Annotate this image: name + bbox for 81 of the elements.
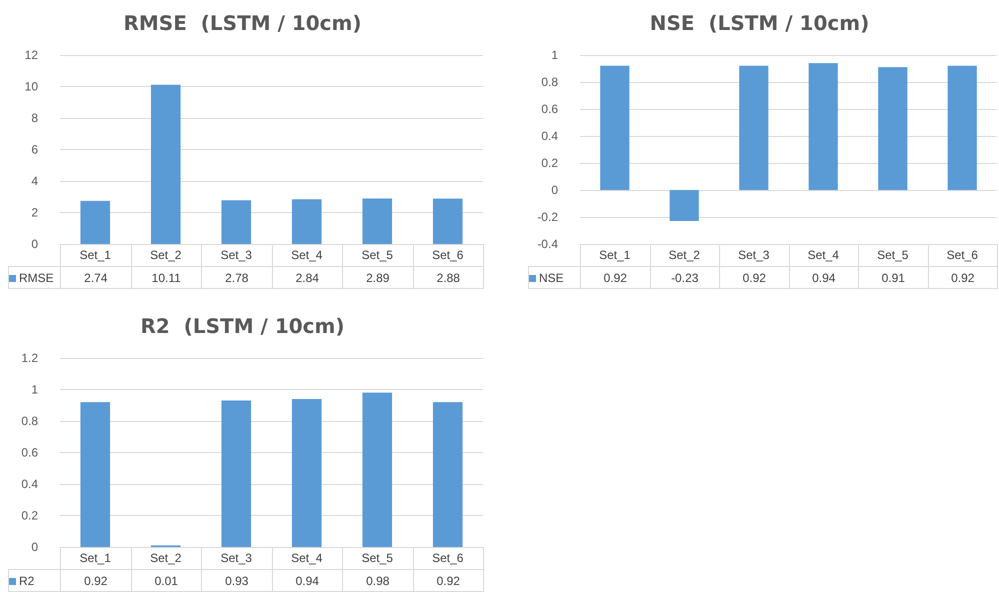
bar: [362, 392, 392, 547]
x-tick-label: Set_2: [150, 248, 182, 262]
data-label: 0.92: [928, 266, 998, 288]
x-tick-label: Set_5: [362, 248, 394, 262]
data-label: 10.11: [131, 266, 202, 288]
y-tick-label: 2: [31, 206, 38, 220]
bar: [362, 198, 392, 244]
data-label: 2.74: [60, 266, 131, 288]
chart-title: RMSE (LSTM / 10cm): [123, 11, 362, 35]
y-tick-label: 0.4: [21, 477, 38, 491]
bar: [432, 402, 463, 547]
bar: [150, 84, 181, 244]
y-tick-label: 0.6: [21, 446, 38, 460]
x-tick-label: Set_6: [946, 248, 978, 262]
x-tick-label: Set_6: [432, 248, 464, 262]
x-tick-label: Set_4: [808, 248, 840, 262]
x-tick-label: Set_3: [738, 248, 770, 262]
y-tick-label: 0.2: [541, 156, 558, 170]
x-tick-label: Set_1: [599, 248, 631, 262]
data-label: 0.94: [789, 266, 858, 288]
x-tick-label: Set_4: [291, 248, 323, 262]
bar: [948, 66, 977, 190]
bar: [600, 66, 630, 190]
x-tick-label: Set_2: [668, 248, 700, 262]
y-tick-label: 0.4: [541, 129, 558, 143]
y-tick-label: 4: [31, 174, 38, 188]
x-tick-label: Set_5: [877, 248, 909, 262]
x-tick-label: Set_1: [80, 551, 112, 565]
y-tick-label: 0: [31, 237, 38, 251]
legend-label: NSE: [528, 266, 580, 288]
data-label: 0.01: [131, 570, 202, 592]
bar: [878, 67, 908, 190]
data-label: 0.92: [580, 266, 650, 288]
y-tick-label: 1: [31, 382, 38, 396]
bar: [80, 402, 110, 547]
data-label: 0.92: [720, 266, 789, 288]
y-tick-label: 6: [31, 142, 38, 156]
y-tick-label: 10: [24, 80, 38, 94]
data-label: 0.93: [202, 570, 272, 592]
data-label: -0.23: [650, 266, 720, 288]
y-tick-label: 1.2: [21, 351, 38, 365]
bar: [808, 63, 838, 190]
data-label: 0.92: [413, 570, 484, 592]
y-tick-label: 8: [31, 111, 38, 125]
y-tick-label: -0.2: [537, 210, 558, 224]
y-tick-label: 0: [31, 540, 38, 554]
y-tick-label: -0.4: [537, 237, 558, 251]
data-label: 0.92: [60, 570, 131, 592]
bar: [670, 190, 699, 222]
bar: [739, 66, 768, 190]
y-tick-label: 0.6: [541, 102, 558, 116]
y-tick-label: 0.2: [21, 508, 38, 522]
y-tick-label: 0: [551, 183, 558, 197]
bar: [292, 398, 322, 547]
x-tick-label: Set_4: [291, 551, 323, 565]
legend-label: R2: [8, 570, 60, 592]
bar: [292, 199, 322, 244]
x-tick-label: Set_1: [80, 248, 112, 262]
y-tick-label: 0.8: [21, 414, 38, 428]
y-tick-label: 1: [551, 48, 558, 62]
bar: [80, 200, 110, 244]
data-label: 0.91: [858, 266, 928, 288]
data-label: 2.84: [272, 266, 342, 288]
chart-title: R2 (LSTM / 10cm): [140, 314, 344, 338]
bar: [221, 200, 252, 244]
x-tick-label: Set_5: [362, 551, 394, 565]
data-label: 2.78: [202, 266, 272, 288]
x-tick-label: Set_6: [432, 551, 464, 565]
x-tick-label: Set_2: [150, 551, 182, 565]
data-label: 2.89: [342, 266, 413, 288]
y-tick-label: 0.8: [541, 75, 558, 89]
data-label: 2.88: [413, 266, 484, 288]
legend-label: RMSE: [8, 266, 60, 288]
bar: [221, 400, 252, 547]
y-tick-label: 12: [24, 48, 38, 62]
data-label: 0.94: [272, 570, 342, 592]
data-label: 0.98: [342, 570, 413, 592]
chart-title: NSE (LSTM / 10cm): [650, 11, 870, 35]
x-tick-label: Set_3: [220, 248, 252, 262]
bar: [432, 198, 463, 244]
x-tick-label: Set_3: [220, 551, 252, 565]
